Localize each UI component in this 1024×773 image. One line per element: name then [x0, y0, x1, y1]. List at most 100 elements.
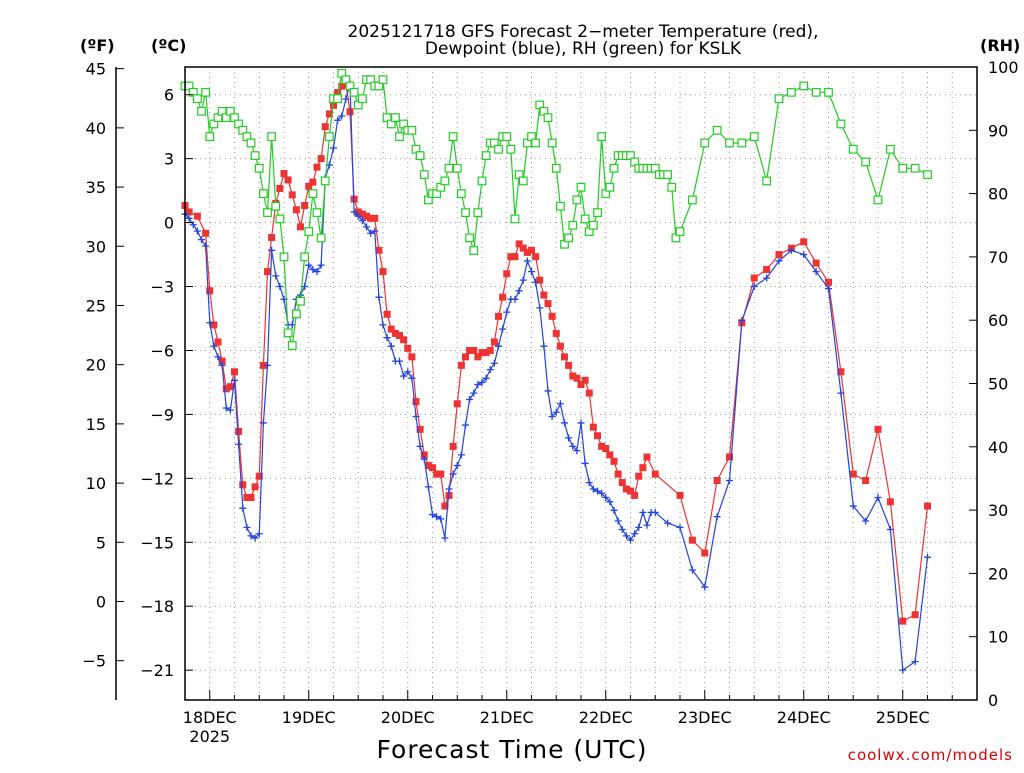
dewpoint-point	[437, 515, 445, 523]
dewpoint-point	[375, 293, 383, 301]
rh-point	[749, 132, 759, 142]
temperature-point	[334, 89, 342, 97]
rh-point	[605, 182, 615, 192]
temperature-point	[383, 310, 391, 318]
temperature-point	[540, 291, 548, 299]
dewpoint-point	[862, 517, 870, 525]
rh-point	[848, 144, 858, 154]
dewpoint-point	[272, 272, 280, 280]
temperature-point	[292, 206, 300, 214]
dewpoint-point	[379, 321, 387, 329]
temperature-point	[305, 182, 313, 190]
dewpoint-point	[614, 517, 622, 525]
rh-point	[555, 201, 565, 211]
rh-point	[246, 138, 256, 148]
rh-point	[667, 182, 677, 192]
dewpoint-point	[383, 334, 391, 342]
dewpoint-point	[457, 451, 465, 459]
dewpoint-point	[264, 361, 271, 369]
rh-point	[543, 113, 553, 123]
temperature-point	[185, 208, 193, 216]
dewpoint-point	[317, 261, 325, 269]
temperature-point	[552, 329, 560, 337]
chart-title-line-2: Dewpoint (blue), RH (green) for KSLK	[425, 39, 742, 59]
temperature-point	[688, 536, 696, 544]
dewpoint-point	[499, 325, 507, 333]
dewpoint-point	[449, 470, 457, 478]
temperature-point	[218, 357, 226, 365]
rh-tick-label: 40	[988, 438, 1008, 457]
temperature-point	[396, 332, 403, 340]
temperature-point	[511, 253, 519, 261]
dewpoint-point	[763, 274, 771, 282]
rh-point	[287, 341, 297, 350]
temperature-point	[429, 464, 436, 472]
dewpoint-point	[688, 566, 696, 574]
temperature-point	[701, 549, 709, 557]
fahrenheit-tick-label: 5	[96, 533, 106, 552]
dewpoint-point	[189, 221, 197, 229]
dewpoint-point	[899, 666, 907, 674]
temperature-point	[313, 163, 321, 171]
temperature-point	[210, 321, 218, 329]
rh-point	[737, 138, 747, 148]
temperature-point	[400, 336, 408, 344]
temperature-point	[284, 176, 292, 184]
temperature-point	[750, 274, 758, 282]
dewpoint-point	[445, 485, 453, 493]
temperature-point	[226, 383, 234, 391]
dewpoint-point	[268, 246, 276, 254]
temperature-point	[589, 423, 597, 431]
celsius-tick-label: 6	[164, 86, 174, 105]
temperature-point	[466, 346, 474, 354]
temperature-point	[231, 368, 238, 376]
dewpoint-point	[639, 508, 647, 516]
fahrenheit-tick-label: 45	[86, 60, 106, 79]
temperature-point	[193, 212, 201, 220]
rh-point	[580, 214, 590, 224]
rh-point	[263, 208, 272, 217]
fahrenheit-tick-label: 15	[86, 415, 106, 434]
dewpoint-point	[235, 440, 243, 448]
x-axis-title: Forecast Time (UTC)	[377, 735, 648, 764]
dewpoint-point	[573, 447, 581, 455]
axes: 630−3−6−9−12−15−18−21454035302520151050−…	[82, 58, 1018, 746]
temperature-point	[598, 442, 606, 450]
rh-point	[205, 132, 215, 142]
temperature-point	[317, 155, 325, 163]
temperature-point	[239, 481, 247, 489]
rh-point	[448, 132, 458, 142]
rh-point	[308, 189, 318, 199]
plot-frame	[184, 66, 978, 701]
temperature-point	[206, 287, 214, 295]
dewpoint-point	[635, 523, 643, 531]
dewpoint-point	[924, 553, 931, 561]
dewpoint-point	[185, 214, 193, 222]
rh-point	[518, 176, 528, 186]
x-tick-label: 18DEC	[183, 708, 237, 727]
dewpoint-point	[713, 513, 721, 521]
rh-point	[283, 328, 293, 338]
temperature-point	[614, 470, 622, 478]
rh-point	[419, 170, 429, 180]
temperature-point	[264, 268, 271, 276]
rh-tick-label: 0	[988, 691, 998, 710]
rh-point	[885, 144, 895, 154]
rh-point	[712, 125, 722, 135]
temperature-point	[532, 253, 540, 261]
temperature-point	[453, 400, 461, 408]
temperature-point	[214, 338, 222, 346]
rh-point	[357, 94, 367, 104]
celsius-tick-label: −6	[150, 341, 174, 360]
dewpoint-point	[787, 246, 795, 254]
rh-point	[461, 208, 470, 217]
temperature-point	[862, 476, 870, 484]
temperature-point	[577, 381, 585, 389]
temperature-point	[507, 253, 515, 261]
rh-point	[258, 189, 268, 199]
dewpoint-point	[243, 523, 251, 531]
temperature-point	[561, 353, 568, 361]
dewpoint-point	[664, 519, 672, 527]
temperature-point	[651, 470, 659, 478]
temperature-point	[775, 251, 783, 259]
